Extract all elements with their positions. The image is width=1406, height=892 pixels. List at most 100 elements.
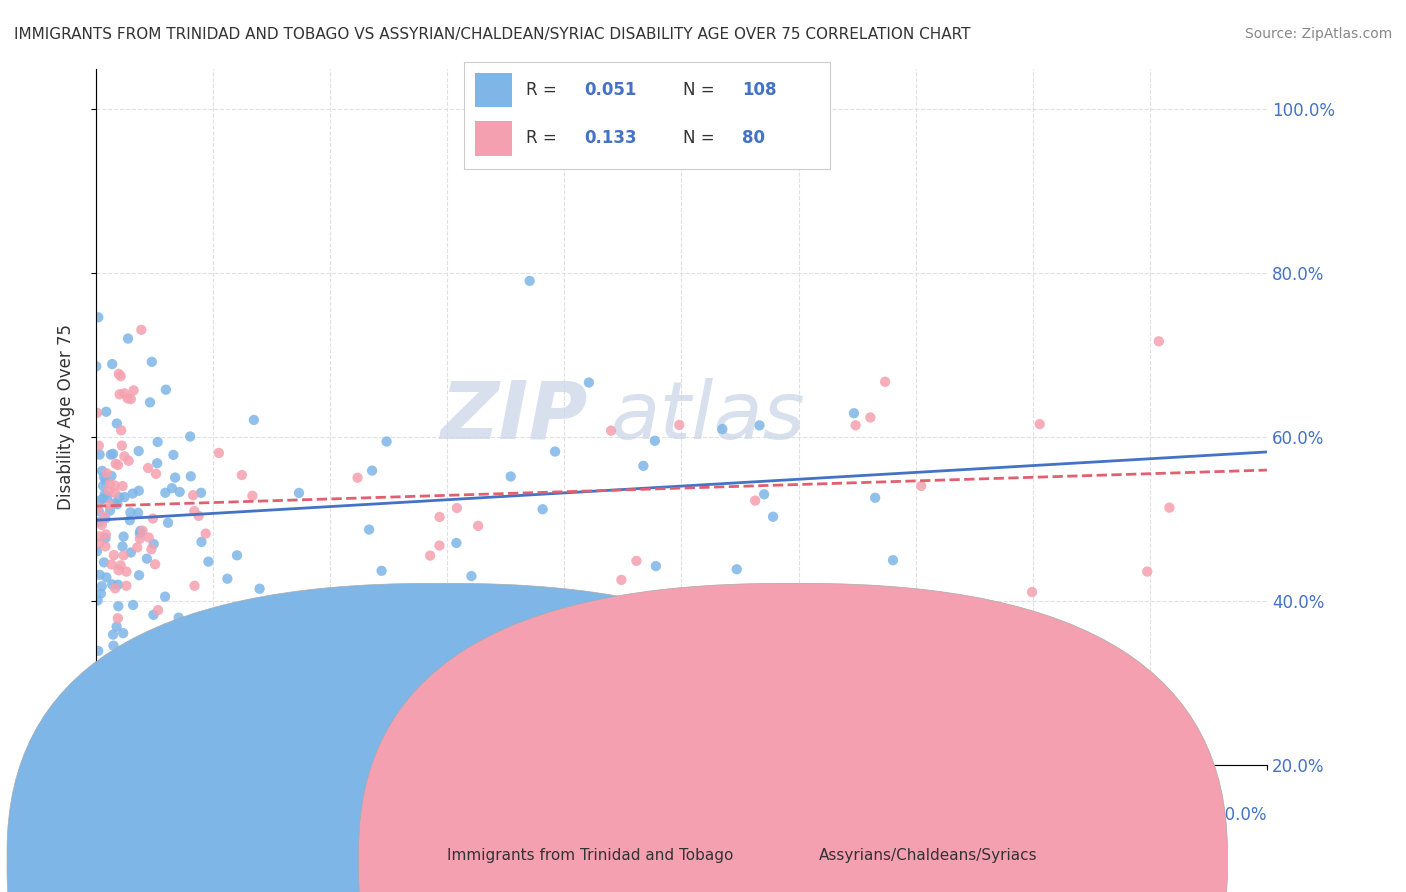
Point — [101, 577, 124, 591]
Point — [197, 555, 219, 569]
Point — [110, 558, 132, 573]
Point — [143, 558, 166, 572]
Point — [98, 476, 121, 491]
Point — [98, 503, 121, 517]
Point — [94, 511, 117, 525]
Point — [111, 479, 134, 493]
Point — [94, 531, 117, 545]
Text: R =: R = — [526, 129, 562, 147]
Text: N =: N = — [683, 129, 720, 147]
Point — [91, 479, 114, 493]
FancyBboxPatch shape — [475, 121, 512, 155]
Text: Assyrians/Chaldeans/Syriacs: Assyrians/Chaldeans/Syriacs — [818, 848, 1038, 863]
Point — [122, 598, 145, 612]
Point — [86, 544, 108, 558]
Point — [304, 629, 326, 643]
Point — [146, 603, 169, 617]
Point — [112, 450, 135, 464]
Point — [129, 532, 152, 546]
Point — [875, 375, 897, 389]
Point — [217, 572, 239, 586]
Point — [108, 387, 131, 401]
Text: 20.0%: 20.0% — [1215, 806, 1267, 824]
Point — [107, 611, 129, 625]
Point — [180, 469, 202, 483]
Point — [115, 565, 138, 579]
Point — [107, 458, 129, 472]
Point — [446, 501, 468, 516]
Point — [531, 502, 554, 516]
Point — [181, 488, 204, 502]
Point — [117, 392, 139, 406]
Point — [152, 651, 174, 665]
Point — [169, 485, 191, 500]
Point — [105, 497, 128, 511]
Point — [101, 357, 124, 371]
Point — [120, 392, 142, 406]
Point — [633, 458, 655, 473]
Text: IMMIGRANTS FROM TRINIDAD AND TOBAGO VS ASSYRIAN/CHALDEAN/SYRIAC DISABILITY AGE O: IMMIGRANTS FROM TRINIDAD AND TOBAGO VS A… — [14, 27, 970, 42]
Point — [128, 568, 150, 582]
Point — [578, 376, 600, 390]
Point — [131, 524, 153, 538]
Point — [224, 603, 246, 617]
Point — [882, 553, 904, 567]
Text: Source: ZipAtlas.com: Source: ZipAtlas.com — [1244, 27, 1392, 41]
FancyBboxPatch shape — [475, 73, 512, 107]
Point — [100, 448, 122, 462]
Point — [91, 491, 114, 506]
Point — [117, 454, 139, 468]
Text: Immigrants from Trinidad and Tobago: Immigrants from Trinidad and Tobago — [447, 848, 734, 863]
Point — [131, 323, 153, 337]
Point — [89, 493, 111, 508]
Point — [87, 504, 110, 518]
Point — [89, 448, 111, 462]
Point — [146, 435, 169, 450]
Point — [238, 599, 260, 614]
Point — [370, 564, 392, 578]
Point — [114, 386, 136, 401]
Point — [96, 467, 118, 481]
Point — [145, 467, 167, 481]
Point — [104, 486, 127, 500]
Point — [94, 473, 117, 487]
Point — [419, 549, 441, 563]
Point — [1028, 417, 1050, 432]
Point — [249, 582, 271, 596]
Point — [155, 485, 177, 500]
Point — [155, 383, 177, 397]
Point — [120, 545, 142, 559]
Text: atlas: atlas — [612, 378, 806, 456]
Point — [231, 468, 253, 483]
Point — [110, 369, 132, 384]
Point — [842, 406, 865, 420]
Text: 0.0%: 0.0% — [96, 806, 138, 824]
Point — [519, 274, 541, 288]
Text: 0.133: 0.133 — [585, 129, 637, 147]
Point — [112, 530, 135, 544]
Point — [141, 355, 163, 369]
Point — [249, 626, 271, 640]
Point — [346, 471, 368, 485]
Point — [103, 639, 125, 653]
Point — [194, 526, 217, 541]
Point — [499, 469, 522, 483]
Point — [183, 504, 205, 518]
Point — [87, 644, 110, 658]
Point — [112, 549, 135, 563]
Point — [243, 413, 266, 427]
Point — [859, 410, 882, 425]
Point — [744, 493, 766, 508]
Point — [101, 447, 124, 461]
Point — [711, 422, 734, 436]
Point — [446, 536, 468, 550]
Point — [142, 537, 165, 551]
Point — [668, 417, 690, 432]
Point — [98, 498, 121, 512]
Point — [460, 569, 482, 583]
Point — [910, 479, 932, 493]
Text: 108: 108 — [742, 81, 776, 99]
Point — [644, 434, 666, 448]
Point — [600, 424, 623, 438]
Point — [1147, 334, 1170, 349]
